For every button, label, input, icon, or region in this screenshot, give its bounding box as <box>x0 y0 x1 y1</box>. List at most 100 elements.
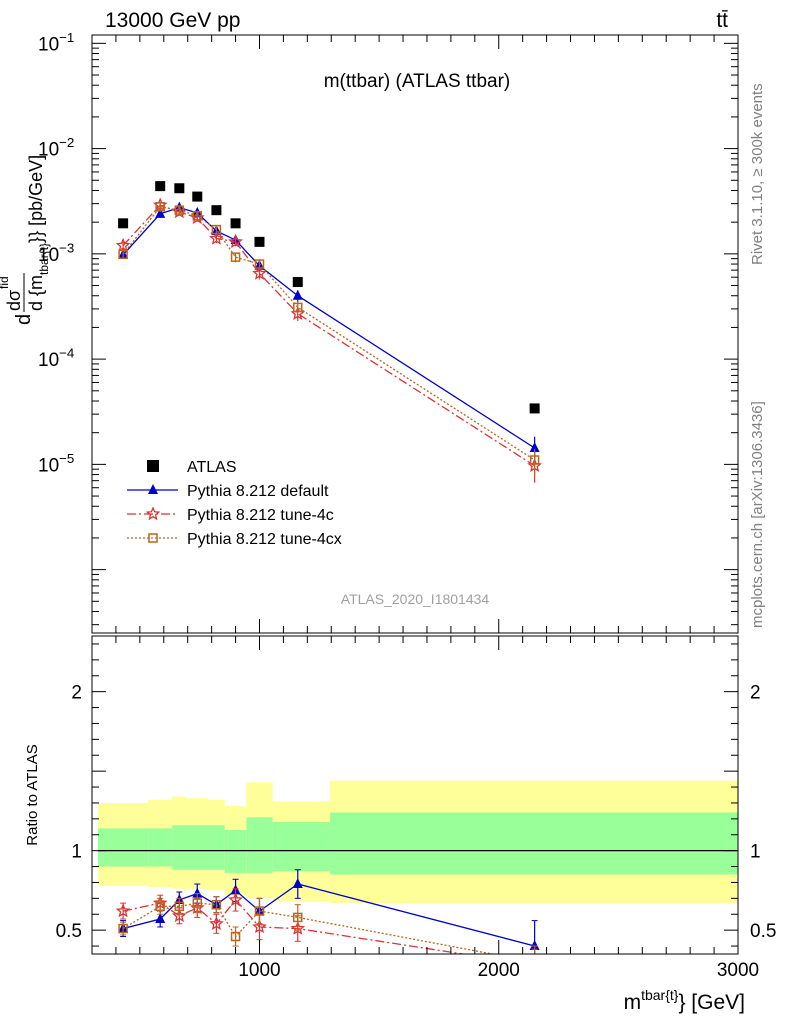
data-point <box>155 181 166 192</box>
y-label-d: d <box>13 314 35 325</box>
mc-point <box>155 207 166 218</box>
series-0 <box>118 201 540 464</box>
mc-point <box>290 920 306 935</box>
mc-point <box>230 931 241 942</box>
mc-point <box>211 224 222 235</box>
analysis-label: ATLAS_2020_I1801434 <box>341 591 490 607</box>
uncertainty-band-inner <box>186 825 209 870</box>
mc-point <box>292 289 303 300</box>
x-axis-label-text: mtbar{t}} [GeV] <box>624 987 745 1014</box>
mc-point <box>148 484 158 494</box>
ratio-series-2 <box>118 893 539 966</box>
mc-point <box>192 887 203 898</box>
legend-label: Pythia 8.212 tune-4c <box>187 507 334 524</box>
mc-point <box>209 916 224 930</box>
y-tick-label: 10−4 <box>38 346 74 372</box>
ratio-panel: 1000 2000 3000 0.5 0.5 1 1 2 2 Ratio to ATLAS <box>24 635 776 981</box>
x-tick-label: 2000 <box>478 960 520 981</box>
uncertainty-band-inner <box>148 828 173 867</box>
x-tick-label: 1000 <box>238 960 280 981</box>
mc-point <box>209 230 224 245</box>
uncertainty-band-inner <box>246 817 273 873</box>
mc-point <box>529 959 540 970</box>
mc-point <box>192 211 203 221</box>
ratio-tick-label: 1 <box>71 842 82 863</box>
series-1 <box>115 197 542 483</box>
data-point <box>192 191 203 202</box>
mc-point <box>529 940 540 951</box>
plot-title: m(ttbar) (ATLAS ttbar) <box>324 71 511 92</box>
legend-entry: Pythia 8.212 tune-4c <box>127 506 334 524</box>
legend: ATLAS Pythia 8.212 default Pythia 8.212 tu… <box>127 459 342 548</box>
mc-point <box>155 202 165 212</box>
series-line <box>122 204 535 467</box>
data-point <box>174 183 185 194</box>
y-label-numerator: dσ <box>4 290 24 311</box>
ratio-tick-label: 2 <box>750 683 761 704</box>
mc-point <box>252 265 267 280</box>
uncertainty-band-inner <box>272 822 331 872</box>
mc-point <box>293 302 303 313</box>
rivet-label: Rivet 3.1.10, ≥ 300k events <box>749 83 766 265</box>
mc-point <box>118 923 128 934</box>
legend-entry: ATLAS <box>147 459 237 476</box>
mc-point <box>155 913 166 924</box>
mc-point <box>192 898 203 908</box>
uncertainty-band-inner <box>97 828 149 867</box>
mc-point <box>155 901 165 912</box>
uncertainty-band-inner <box>172 825 187 870</box>
data-point <box>147 460 159 472</box>
y-tick-label: 10−3 <box>38 240 74 266</box>
mc-point <box>254 259 265 269</box>
x-tick-label: 3000 <box>717 960 759 981</box>
y-label-superscript: fid <box>0 276 11 289</box>
data-point <box>254 236 265 247</box>
legend-label: ATLAS <box>187 459 237 476</box>
mc-point <box>145 506 161 521</box>
uncertainty-band-inner <box>224 829 247 873</box>
mc-point <box>529 455 540 465</box>
ratio-tick-label: 0.5 <box>750 921 776 942</box>
main-panel: 10−5 10−4 10−3 10−2 10−1 m(ttbar) (ATLAS ttb… <box>0 30 739 634</box>
legend-entry: Pythia 8.212 default <box>127 483 329 500</box>
mc-point <box>228 234 243 249</box>
ratio-series-line <box>122 898 467 954</box>
uncertainty-band-inner <box>330 812 738 875</box>
mc-point <box>254 906 265 916</box>
ratio-series-line <box>122 902 496 954</box>
data-point <box>211 205 222 216</box>
mc-point <box>230 252 241 262</box>
mc-point <box>252 919 267 934</box>
main-frame <box>91 34 739 634</box>
data-point <box>118 218 129 229</box>
atlas-data <box>118 181 540 414</box>
x-axis-label: mtbar{t}} [GeV] <box>624 987 745 1014</box>
y-tick-label: 10−2 <box>38 135 74 161</box>
y-tick-label: 10−1 <box>38 30 74 56</box>
data-point <box>529 403 540 414</box>
mc-point <box>174 901 185 912</box>
data-point <box>292 277 303 288</box>
mc-point <box>211 899 222 910</box>
mc-point <box>529 442 540 453</box>
legend-label: Pythia 8.212 tune-4cx <box>187 531 342 548</box>
legend-label: Pythia 8.212 default <box>187 483 329 500</box>
data-point <box>230 218 241 229</box>
ratio-tick-label: 1 <box>750 842 761 863</box>
uncertainty-band-inner <box>208 825 225 870</box>
mc-point <box>293 912 303 923</box>
mc-point <box>174 205 185 215</box>
ratio-tick-label: 2 <box>71 683 82 704</box>
process-label: tt̄ <box>716 9 728 32</box>
mc-point <box>115 903 131 918</box>
mc-point <box>531 958 539 966</box>
ratio-axis-label: Ratio to ATLAS <box>24 744 41 845</box>
mc-point <box>148 533 158 543</box>
mc-point <box>115 237 131 252</box>
ratio-tick-label: 0.5 <box>56 921 82 942</box>
mcplots-label: mcplots.cern.ch [arXiv:1306.3436] <box>749 401 766 628</box>
mc-point <box>228 892 243 907</box>
